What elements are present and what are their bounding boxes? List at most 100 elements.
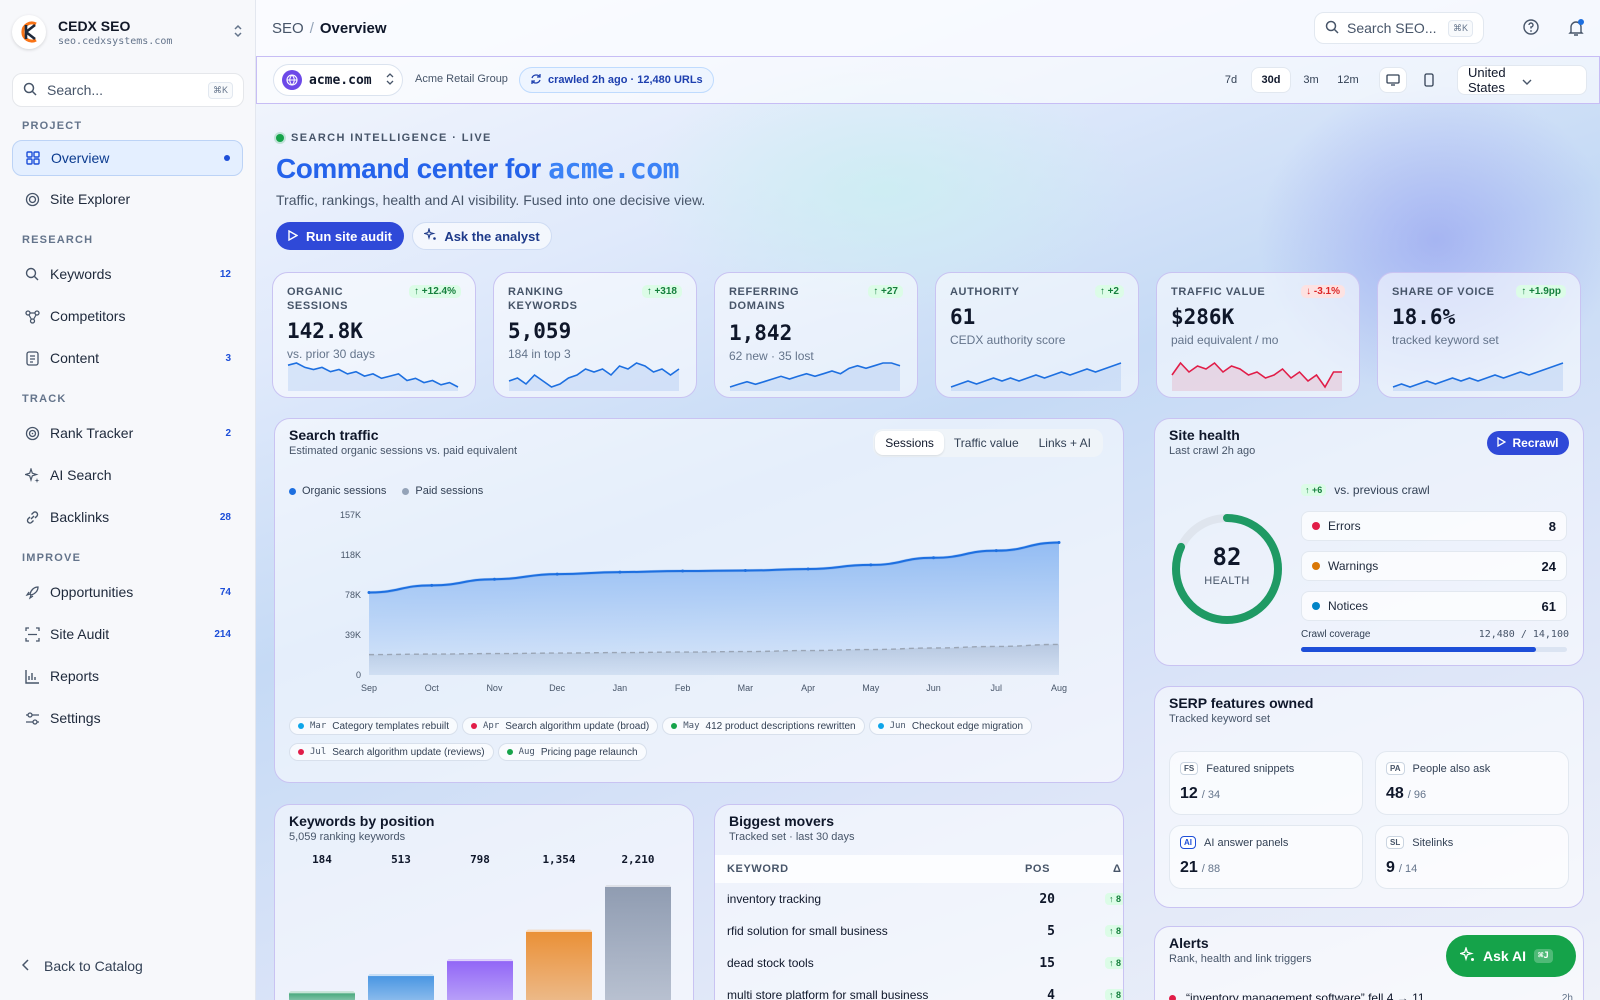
annotation-text: Category templates rebuilt	[332, 720, 449, 732]
annotation-chip[interactable]: Apr Search algorithm update (broad)	[462, 717, 659, 735]
ask-analyst-button[interactable]: Ask the analyst	[412, 222, 552, 250]
sidebar-item-backlinks[interactable]: Backlinks 28	[12, 499, 243, 535]
sidebar-item-competitors[interactable]: Competitors	[12, 298, 243, 334]
feature-name: AI answer panels	[1204, 836, 1289, 849]
crawl-status-badge[interactable]: crawled 2h ago · 12,480 URLs	[519, 67, 714, 93]
help-icon[interactable]	[1522, 18, 1542, 38]
feature-badge: SL	[1386, 836, 1405, 849]
sidebar-item-rank-tracker[interactable]: Rank Tracker 2	[12, 415, 243, 451]
kpi-card-referring-domains[interactable]: REFERRING DOMAINS ↑ +27 1,842 62 new · 35 l…	[714, 272, 918, 398]
feature-badge: PA	[1386, 762, 1405, 775]
annotation-chip[interactable]: May 412 product descriptions rewritten	[662, 717, 865, 735]
col-pos[interactable]: POS	[1025, 863, 1051, 875]
sidebar-item-label: Settings	[50, 710, 101, 726]
sidebar-item-ai-search[interactable]: AI Search	[12, 457, 243, 493]
kpi-card-ranking-keywords[interactable]: RANKING KEYWORDS ↑ +318 5,059 184 in top 3	[493, 272, 697, 398]
country-value: United States	[1468, 65, 1506, 95]
sidebar-item-opportunities[interactable]: Opportunities 74	[12, 574, 243, 610]
feature-name: Featured snippets	[1206, 762, 1295, 775]
sidebar-item-reports[interactable]: Reports	[12, 658, 243, 694]
organic-point	[367, 590, 371, 594]
back-to-catalog-link[interactable]: Back to Catalog	[21, 958, 143, 974]
topbar: SEO / Overview Search SEO... ⌘K	[256, 0, 1600, 56]
recrawl-button[interactable]: Recrawl	[1487, 431, 1569, 455]
country-select[interactable]: United States	[1457, 65, 1587, 95]
y-tick-label: 39K	[345, 630, 361, 640]
col-keyword[interactable]: KEYWORD	[727, 863, 789, 875]
tab-links-ai[interactable]: Links + AI	[1038, 436, 1091, 450]
filter-bar: acme.com Acme Retail Group crawled 2h ag…	[256, 56, 1600, 104]
alert-item[interactable]: “inventory management software” fell 4 →…	[1169, 991, 1573, 1000]
feature-people-also-ask[interactable]: PA People also ask 48/ 96	[1375, 751, 1569, 815]
x-tick-label: Jul	[991, 683, 1003, 693]
range-7d[interactable]: 7d	[1224, 74, 1238, 86]
shortcut-badge: ⌘K	[207, 81, 233, 99]
sparkline-line	[950, 362, 1122, 388]
tab-sessions[interactable]: Sessions	[875, 431, 944, 455]
table-row[interactable]: dead stock tools 15 ↑ 8	[715, 947, 1123, 979]
table-row[interactable]: multi store platform for small business 4…	[715, 979, 1123, 1000]
sidebar-item-site-explorer[interactable]: Site Explorer	[12, 181, 243, 217]
kpi-delta: ↑ +27	[868, 285, 903, 298]
range-30d[interactable]: 30d	[1251, 67, 1291, 93]
sidebar-item-site-audit[interactable]: Site Audit 214	[12, 616, 243, 652]
sidebar-item-count: 2	[225, 427, 231, 439]
breadcrumb-current: Overview	[319, 19, 387, 37]
sparkline-line	[287, 362, 459, 388]
kpi-card-authority[interactable]: AUTHORITY ↑ +2 61 CEDX authority score	[935, 272, 1139, 398]
position-chart: 184 513 798 1,354 2,210	[289, 855, 671, 1000]
sidebar-item-settings[interactable]: Settings	[12, 700, 243, 736]
range-12m[interactable]: 12m	[1337, 74, 1359, 86]
issue-count: 24	[1541, 558, 1556, 574]
x-tick-label: Oct	[425, 683, 440, 693]
global-search-input[interactable]: Search SEO... ⌘K	[1314, 12, 1484, 44]
issue-warnings[interactable]: Warnings 24	[1301, 551, 1567, 581]
kpi-card-share-of-voice[interactable]: SHARE OF VOICE ↑ +1.9pp 18.6% tracked keywo…	[1377, 272, 1581, 398]
grid-icon	[25, 150, 41, 166]
live-dot	[276, 134, 284, 142]
health-gauge: 82 HEALTH	[1169, 511, 1285, 627]
run-site-audit-button[interactable]: Run site audit	[276, 222, 404, 250]
feature-sitelinks[interactable]: SL Sitelinks 9/ 14	[1375, 825, 1569, 889]
col-delta[interactable]: Δ	[1113, 863, 1122, 875]
annotation-chip[interactable]: Jul Search algorithm update (reviews)	[289, 743, 494, 761]
domain-selector[interactable]: acme.com	[273, 64, 403, 96]
issue-notices[interactable]: Notices 61	[1301, 591, 1567, 621]
breadcrumb-root[interactable]: SEO	[272, 19, 304, 37]
sidebar-item-label: Keywords	[50, 266, 112, 282]
kpi-card-traffic-value[interactable]: TRAFFIC VALUE ↓ -3.1% $286K paid equivalent…	[1156, 272, 1360, 398]
table-row[interactable]: rfid solution for small business 5 ↑ 8	[715, 915, 1123, 947]
play-icon	[1497, 436, 1507, 450]
annotation-chip[interactable]: Mar Category templates rebuilt	[289, 717, 458, 735]
coverage-value: 12,480 / 14,100	[1478, 629, 1569, 640]
annotation-month: Jul	[310, 747, 327, 757]
annotation-chip[interactable]: Jun Checkout edge migration	[868, 717, 1033, 735]
feature-total: 14	[1405, 863, 1418, 875]
range-3m[interactable]: 3m	[1303, 74, 1319, 86]
mobile-icon[interactable]	[1415, 67, 1443, 93]
health-delta: ↑ +6 vs. previous crawl	[1301, 483, 1430, 497]
annotation-month: Mar	[310, 721, 327, 731]
sidebar-item-content[interactable]: Content 3	[12, 340, 243, 376]
table-row[interactable]: inventory tracking 20 ↑ 8	[715, 883, 1123, 915]
bell-icon[interactable]	[1566, 18, 1586, 38]
kpi-card-organic-sessions[interactable]: ORGANIC SESSIONS ↑ +12.4% 142.8K vs. prior …	[272, 272, 476, 398]
feature-featured-snippets[interactable]: FS Featured snippets 12/ 34	[1169, 751, 1363, 815]
feature-ai-answer-panels[interactable]: AI AI answer panels 21/ 88	[1169, 825, 1363, 889]
desktop-icon[interactable]	[1379, 67, 1407, 93]
kpi-delta: ↑ +1.9pp	[1516, 285, 1566, 298]
sidebar-item-keywords[interactable]: Keywords 12	[12, 256, 243, 292]
sidebar-item-label: AI Search	[50, 467, 112, 483]
chevron-updown-icon[interactable]	[233, 24, 243, 41]
y-tick-label: 78K	[345, 590, 361, 600]
main-area: SEO / Overview Search SEO... ⌘K acme.com A…	[256, 0, 1600, 1000]
sidebar-item-label: Reports	[50, 668, 100, 684]
sidebar-search-input[interactable]: Search... ⌘K	[12, 73, 244, 107]
sidebar-item-overview[interactable]: Overview	[12, 140, 243, 176]
workspace-switcher[interactable]: CEDX SEO seo.cedxsystems.com	[12, 12, 243, 52]
tab-traffic-value[interactable]: Traffic value	[953, 436, 1019, 450]
issue-errors[interactable]: Errors 8	[1301, 511, 1567, 541]
x-tick-label: Apr	[801, 683, 815, 693]
ask-ai-button[interactable]: Ask AI ⌘J	[1446, 935, 1576, 977]
annotation-chip[interactable]: Aug Pricing page relaunch	[497, 743, 647, 761]
